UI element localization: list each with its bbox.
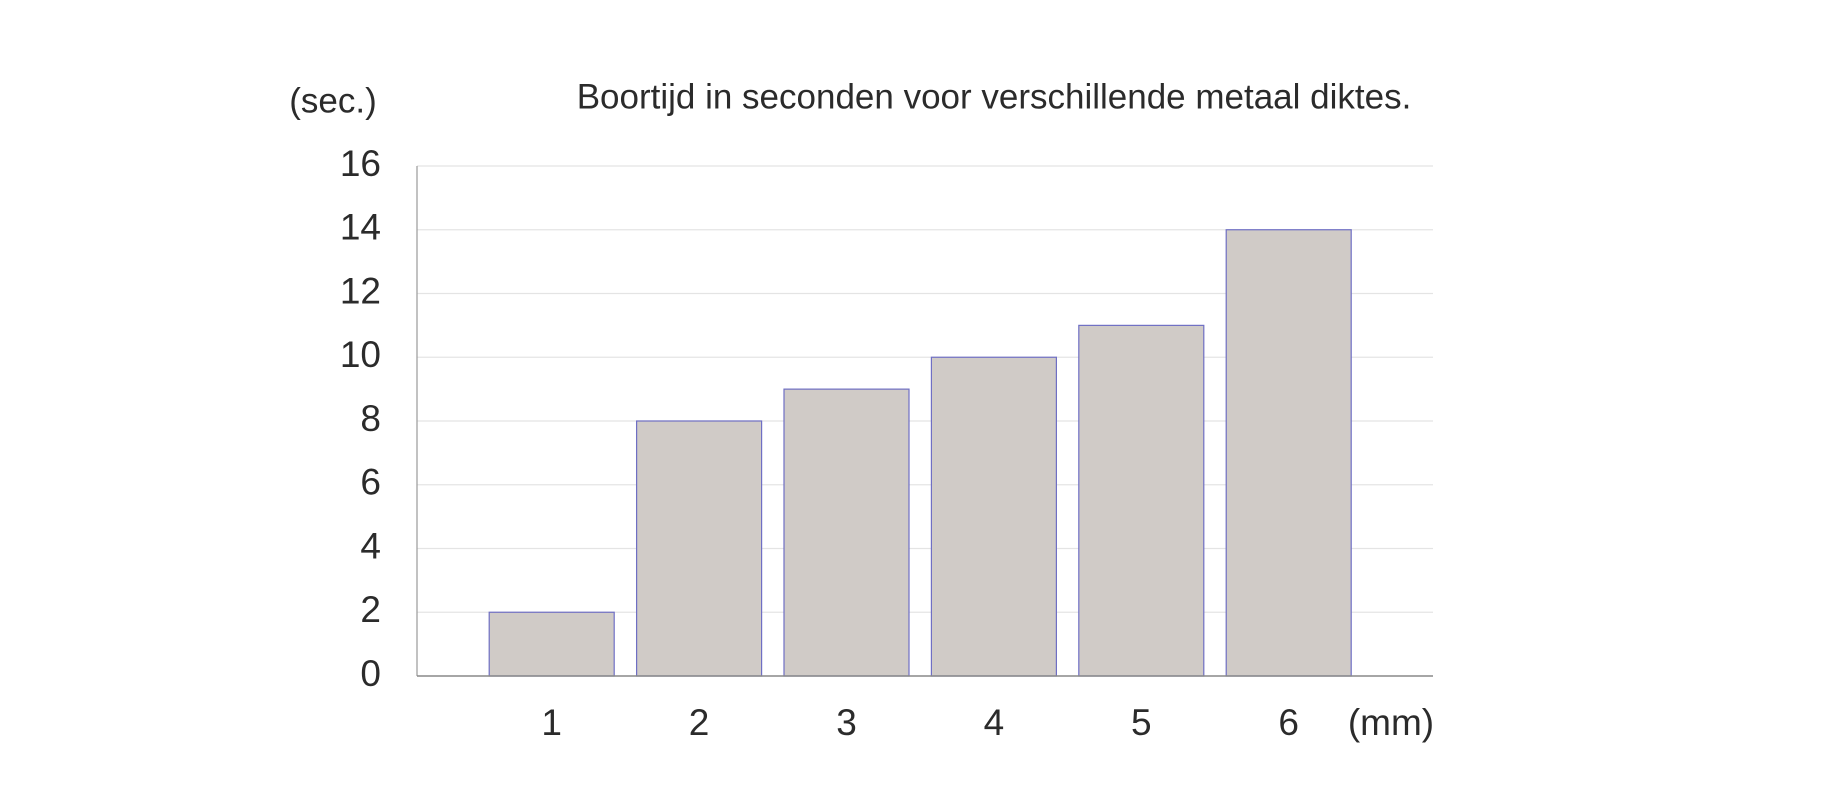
y-tick-label: 10 bbox=[340, 334, 381, 375]
x-tick-label: 1 bbox=[541, 702, 562, 743]
bar bbox=[783, 388, 910, 677]
y-tick-label: 6 bbox=[360, 462, 381, 503]
x-tick-label: 5 bbox=[1131, 702, 1152, 743]
y-tick-label: 12 bbox=[340, 270, 381, 311]
y-tick-label: 2 bbox=[360, 589, 381, 630]
y-tick-label: 0 bbox=[360, 653, 381, 694]
y-tick-label: 14 bbox=[340, 207, 381, 248]
y-axis-label: (sec.) bbox=[289, 81, 377, 120]
y-tick-label: 4 bbox=[360, 525, 381, 566]
y-tick-label: 16 bbox=[340, 143, 381, 184]
chart-title: Boortijd in seconden voor verschillende … bbox=[577, 77, 1412, 116]
x-tick-label: 4 bbox=[984, 702, 1005, 743]
bar bbox=[635, 420, 763, 677]
x-axis-label: (mm) bbox=[1348, 702, 1434, 743]
x-tick-label: 2 bbox=[689, 702, 710, 743]
y-tick-label: 8 bbox=[360, 398, 381, 439]
x-tick-label: 6 bbox=[1278, 702, 1299, 743]
bar bbox=[488, 611, 615, 677]
bar bbox=[1078, 324, 1205, 677]
bar bbox=[1225, 229, 1352, 677]
x-tick-label: 3 bbox=[836, 702, 857, 743]
bar bbox=[930, 356, 1058, 677]
